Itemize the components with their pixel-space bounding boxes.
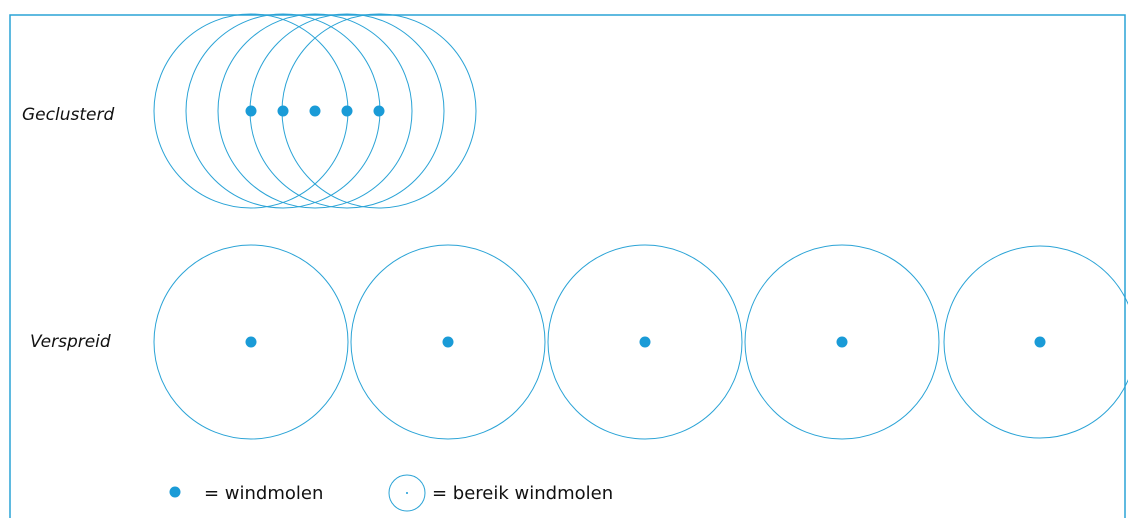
windmill (442, 336, 454, 348)
windmill (245, 105, 257, 117)
spread-group (153, 244, 1128, 440)
legend-ring-dot (406, 492, 408, 494)
windmill (836, 336, 848, 348)
windmill (639, 336, 651, 348)
range (744, 244, 940, 440)
range (943, 245, 1128, 439)
windmill (341, 105, 353, 117)
legend-dot (169, 486, 181, 498)
windmill (245, 336, 257, 348)
row-label: Geclusterd (22, 105, 114, 125)
legend-label: = bereik windmolen (432, 483, 613, 504)
legend-label: = windmolen (204, 483, 323, 504)
range (547, 244, 743, 440)
windmill (309, 105, 321, 117)
legend: = windmolen = bereik windmolen (169, 474, 613, 512)
windmill (373, 105, 385, 117)
windmill (1034, 336, 1046, 348)
legend-ring (388, 474, 426, 512)
windmill (277, 105, 289, 117)
row-label: Verspreid (30, 332, 111, 352)
frame (9, 14, 1126, 518)
clustered-group (153, 13, 477, 209)
range (350, 244, 546, 440)
range (217, 13, 413, 209)
range (153, 244, 349, 440)
